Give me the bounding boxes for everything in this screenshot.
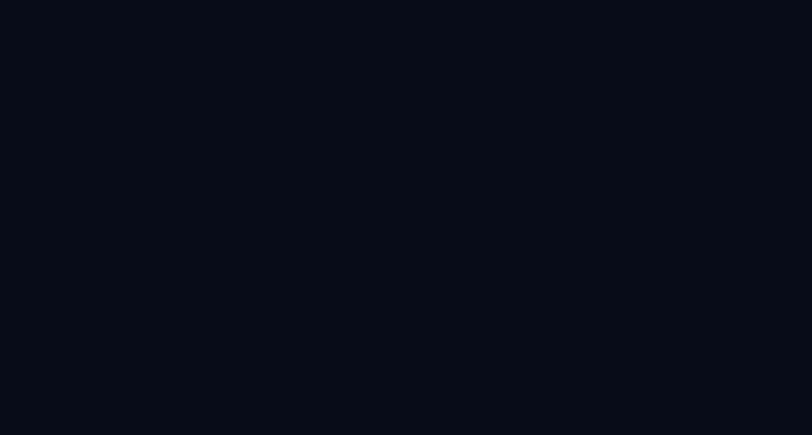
indicator-title — [9, 329, 19, 342]
chart-title — [7, 5, 46, 19]
